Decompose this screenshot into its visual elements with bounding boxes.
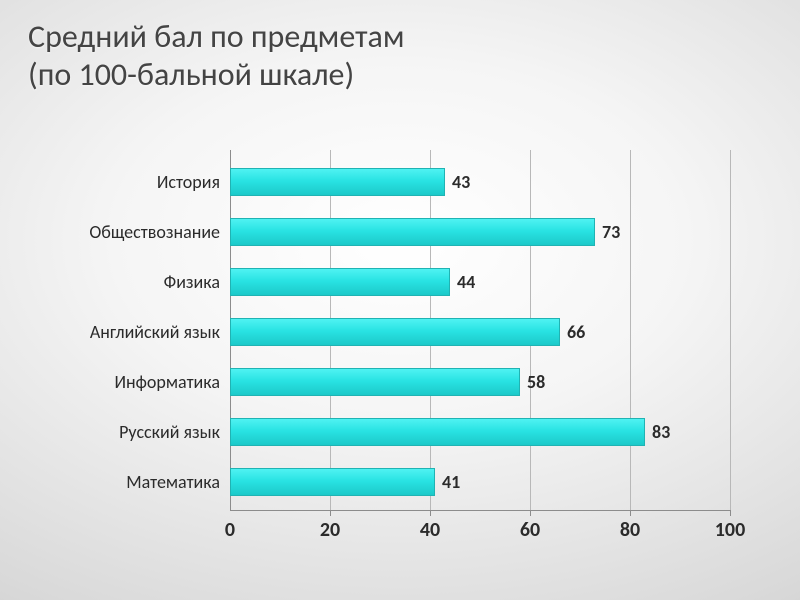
bar-chart: 02040608010043История73Обществознание44Ф…: [60, 140, 760, 570]
bar-value-label: 58: [519, 371, 545, 393]
category-label: Физика: [164, 271, 230, 293]
bar-row: 73Обществознание: [230, 218, 730, 246]
bar-row: 58Информатика: [230, 368, 730, 396]
bar-row: 44Физика: [230, 268, 730, 296]
plot-area: 02040608010043История73Обществознание44Ф…: [230, 150, 730, 510]
slide-title: Средний бал по предметам (по 100-бальной…: [28, 18, 772, 94]
x-tick-label: 0: [225, 510, 235, 542]
slide: Средний бал по предметам (по 100-бальной…: [0, 0, 800, 600]
x-tick-label: 20: [320, 510, 340, 542]
category-label: Информатика: [114, 371, 230, 393]
x-tick-label: 60: [520, 510, 540, 542]
x-tick-label: 80: [620, 510, 640, 542]
x-tick-label: 40: [420, 510, 440, 542]
category-label: Обществознание: [89, 221, 230, 243]
category-label: Русский язык: [119, 421, 230, 443]
bar: 41: [230, 468, 435, 496]
bar-row: 83Русский язык: [230, 418, 730, 446]
category-label: Математика: [126, 471, 230, 493]
bar-row: 41Математика: [230, 468, 730, 496]
bar: 73: [230, 218, 595, 246]
bar-value-label: 43: [444, 171, 470, 193]
bar: 43: [230, 168, 445, 196]
bar-value-label: 44: [449, 271, 475, 293]
bar: 83: [230, 418, 645, 446]
x-tick-label: 100: [715, 510, 745, 542]
bar-value-label: 41: [434, 471, 460, 493]
gridline: [730, 150, 731, 510]
category-label: История: [157, 171, 230, 193]
bar-row: 43История: [230, 168, 730, 196]
bar: 58: [230, 368, 520, 396]
bar-row: 66Английский язык: [230, 318, 730, 346]
bar-value-label: 66: [559, 321, 585, 343]
bar: 44: [230, 268, 450, 296]
bar-value-label: 73: [594, 221, 620, 243]
bar-value-label: 83: [644, 421, 670, 443]
title-line-1: Средний бал по предметам: [28, 18, 772, 56]
bar: 66: [230, 318, 560, 346]
x-axis: [230, 510, 730, 511]
category-label: Английский язык: [90, 321, 230, 343]
title-line-2: (по 100-бальной шкале): [28, 56, 772, 94]
